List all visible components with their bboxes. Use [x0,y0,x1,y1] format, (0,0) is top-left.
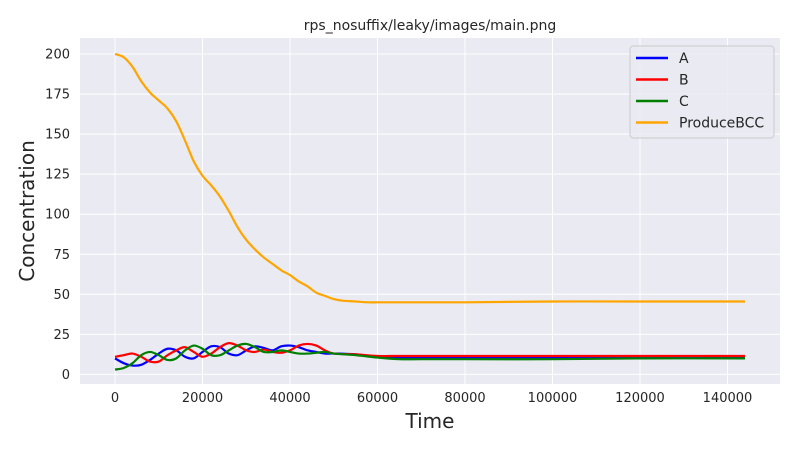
x-axis-label: Time [405,409,455,433]
series-layer [114,52,746,371]
y-tick-labels: 0 25 50 75 100 125 150 175 200 [45,48,70,383]
legend-label-b: B [679,73,689,89]
x-tick-label: 80000 [444,391,485,406]
legend-box [629,45,775,139]
y-tick-label: 200 [45,48,70,63]
series-line-producebcc [114,52,745,304]
legend-label-producebcc: ProduceBCC [679,116,764,132]
legend-label-a: A [679,51,689,67]
y-tick-label: 150 [45,128,70,143]
series-line-c [114,342,746,371]
x-tick-label: 0 [111,391,119,406]
x-tick-label: 140000 [703,391,753,406]
y-tick-label: 100 [45,208,70,223]
x-tick-label: 20000 [182,391,223,406]
x-tick-label: 60000 [357,391,398,406]
x-tick-label: 120000 [615,391,665,406]
legend: ABC ProduceBCC [629,45,775,139]
x-tick-label: 40000 [269,391,310,406]
y-axis-label: Concentration [15,140,39,281]
y-tick-label: 75 [53,248,70,263]
y-tick-label: 125 [45,168,70,183]
series-line-a [114,344,745,367]
y-tick-label: 175 [45,88,70,103]
y-tick-label: 25 [53,328,70,343]
x-tick-label: 100000 [528,391,578,406]
x-tick-labels: 0 20000 40000 60000 80000 100000 120000 140000 [111,391,752,406]
y-tick-label: 0 [62,368,70,383]
chart-title: rps_nosuffix/leaky/images/main.png [304,18,556,34]
legend-label-c: C [679,94,689,110]
y-tick-label: 50 [53,288,70,303]
